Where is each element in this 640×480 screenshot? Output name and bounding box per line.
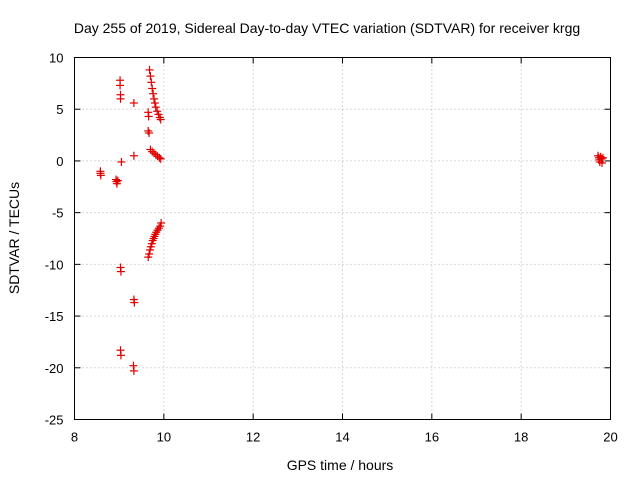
y-tick-label: -10 — [45, 257, 64, 272]
data-point — [145, 129, 154, 138]
data-point — [598, 158, 607, 167]
y-tick-label: -15 — [45, 309, 64, 324]
data-point — [116, 81, 125, 90]
data-point — [116, 94, 125, 103]
data-point — [144, 126, 153, 135]
y-tick-label: 0 — [56, 154, 63, 169]
data-point — [151, 103, 160, 112]
data-points — [96, 65, 607, 375]
x-tick-label: 12 — [246, 430, 260, 445]
data-point — [157, 218, 166, 227]
y-tick-label: -25 — [45, 413, 64, 428]
data-point — [96, 171, 105, 180]
x-axis-label: GPS time / hours — [287, 457, 394, 473]
data-point — [145, 65, 154, 74]
data-point — [150, 99, 159, 108]
x-tick-label: 10 — [157, 430, 171, 445]
data-point — [116, 267, 125, 276]
data-point — [156, 154, 165, 163]
data-point — [148, 84, 157, 93]
data-point — [150, 94, 159, 103]
x-tick-label: 16 — [425, 430, 439, 445]
gridlines — [74, 57, 611, 420]
tick-labels: 8 10 12 14 16 18 20 -25 -20 -15 -10 -5 0 5 10 — [45, 51, 618, 445]
x-tick-label: 14 — [335, 430, 349, 445]
data-point — [144, 112, 153, 121]
data-point — [129, 99, 138, 108]
y-tick-label: 5 — [56, 102, 63, 117]
y-tick-label: -5 — [52, 206, 64, 221]
chart-title: Day 255 of 2019, Sidereal Day-to-day VTE… — [74, 20, 580, 36]
data-point — [156, 115, 165, 124]
y-tick-label: -20 — [45, 361, 64, 376]
data-point — [149, 89, 158, 98]
data-point — [145, 250, 154, 259]
data-point — [129, 151, 138, 160]
data-point — [116, 351, 125, 360]
data-point — [130, 298, 139, 307]
data-point — [113, 176, 122, 185]
data-point — [129, 366, 138, 375]
x-tick-label: 20 — [603, 430, 617, 445]
data-point — [155, 153, 164, 162]
data-point — [117, 157, 126, 166]
y-tick-label: 10 — [49, 51, 63, 66]
data-point — [146, 145, 155, 154]
data-point — [147, 78, 156, 87]
data-point — [598, 153, 607, 162]
x-tick-label: 8 — [71, 430, 78, 445]
plot-frame — [74, 57, 611, 420]
y-axis-label: SDTVAR / TECUs — [6, 182, 22, 294]
x-tick-label: 18 — [514, 430, 528, 445]
data-point — [146, 72, 155, 81]
